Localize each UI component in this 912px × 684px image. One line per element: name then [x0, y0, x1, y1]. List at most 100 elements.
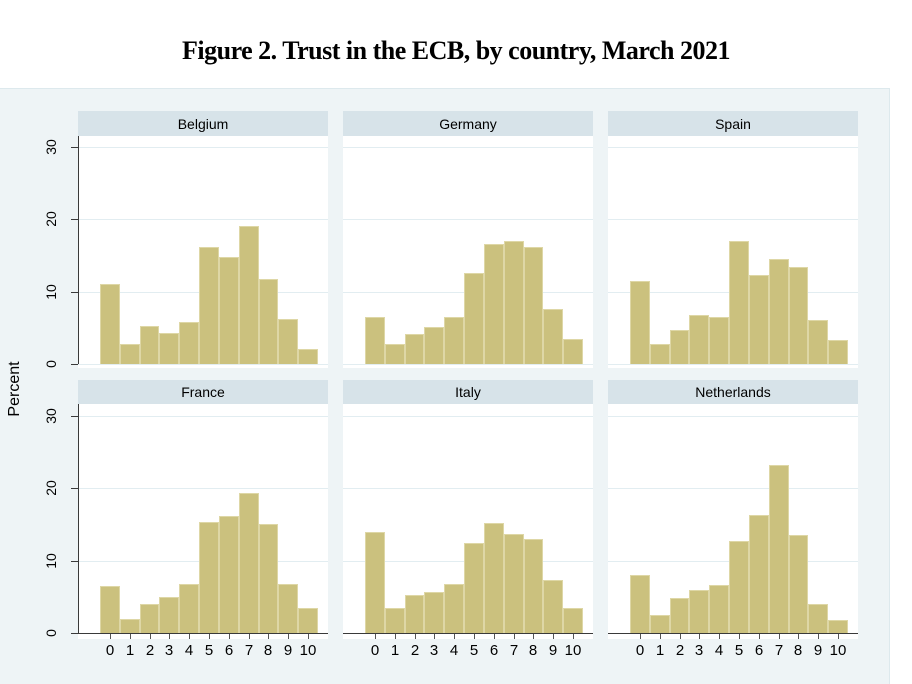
gridline-20: [343, 488, 593, 489]
bar-netherlands-x9: [808, 604, 829, 633]
bar-spain-x8: [788, 267, 809, 364]
x-tick-4: [454, 634, 455, 639]
x-tick-label-4: 4: [449, 642, 459, 659]
panel-header-italy: Italy: [343, 380, 593, 404]
panel-title-france: France: [181, 384, 225, 400]
x-tick-label-1: 1: [125, 642, 135, 659]
panel-header-spain: Spain: [608, 111, 858, 136]
bar-italy-x9: [543, 580, 564, 633]
x-tick-7: [249, 634, 250, 639]
bar-belgium-x3: [159, 333, 180, 364]
bar-netherlands-x6: [748, 515, 769, 633]
panel-plot-belgium: [78, 136, 328, 368]
panel-plot-germany: [343, 136, 593, 368]
x-tick-5: [739, 634, 740, 639]
bar-belgium-x7: [238, 226, 259, 364]
figure-title: Figure 2. Trust in the ECB, by country, …: [182, 36, 731, 65]
bar-netherlands-x1: [649, 615, 670, 633]
x-tick-3: [699, 634, 700, 639]
x-tick-1: [130, 634, 131, 639]
x-tick-3: [434, 634, 435, 639]
histogram-bars-netherlands: [630, 404, 848, 633]
bar-italy-x0: [365, 532, 385, 633]
x-tick-4: [719, 634, 720, 639]
x-tick-9: [818, 634, 819, 639]
bar-italy-x4: [444, 584, 465, 633]
gridline-30: [343, 146, 593, 148]
bar-france-x7: [238, 493, 259, 633]
bar-spain-x2: [669, 330, 690, 364]
y-tick-label-20: 20: [43, 480, 59, 496]
y-axis-title: Percent: [6, 361, 23, 417]
bar-germany-x6: [483, 244, 504, 364]
bar-netherlands-x0: [630, 575, 650, 633]
bar-france-x10: [298, 608, 318, 633]
panel-plot-netherlands: [608, 404, 858, 639]
bar-belgium-x4: [179, 322, 200, 364]
x-tick-label-1: 1: [655, 642, 665, 659]
bar-spain-x5: [729, 241, 749, 364]
panel-header-belgium: Belgium: [78, 111, 328, 136]
x-tick-8: [268, 634, 269, 639]
panel-header-germany: Germany: [343, 111, 593, 136]
y-tick-30: [71, 146, 78, 148]
bar-italy-x10: [563, 608, 583, 633]
bar-germany-x2: [404, 334, 425, 364]
x-tick-6: [494, 634, 495, 639]
x-tick-1: [660, 634, 661, 639]
chart-canvas: Percent Belgium 0 10 20 30 Germany Spain France…: [0, 88, 890, 684]
bar-germany-x8: [523, 247, 544, 364]
y-tick-label-20: 20: [43, 211, 59, 227]
gridline-20: [343, 219, 593, 220]
x-tick-0: [640, 634, 641, 639]
x-tick-label-10: 10: [299, 642, 317, 659]
gridline-20: [78, 219, 328, 220]
x-tick-8: [533, 634, 534, 639]
bar-belgium-x8: [258, 279, 279, 364]
x-tick-label-8: 8: [528, 642, 538, 659]
y-tick-label-0: 0: [43, 360, 59, 368]
x-tick-2: [150, 634, 151, 639]
panel-header-netherlands: Netherlands: [608, 380, 858, 404]
panel-title-belgium: Belgium: [177, 115, 229, 132]
y-tick-label-0: 0: [43, 629, 59, 637]
bar-netherlands-x5: [729, 541, 749, 633]
bar-netherlands-x2: [669, 598, 690, 633]
y-axis-line: [78, 136, 79, 364]
bar-france-x2: [139, 604, 160, 633]
bar-italy-x1: [384, 608, 405, 633]
y-tick-label-10: 10: [43, 283, 59, 300]
gridline-30: [78, 146, 328, 148]
gridline-30: [608, 146, 858, 148]
x-tick-label-0: 0: [370, 642, 380, 659]
bar-spain-x3: [689, 315, 710, 364]
x-tick-label-0: 0: [105, 642, 115, 659]
x-tick-7: [514, 634, 515, 639]
x-tick-6: [759, 634, 760, 639]
x-tick-4: [189, 634, 190, 639]
gridline-20: [78, 488, 328, 489]
x-tick-label-6: 6: [754, 642, 764, 659]
y-tick-20: [71, 488, 78, 489]
bar-germany-x1: [384, 344, 405, 364]
x-tick-3: [169, 634, 170, 639]
bar-france-x8: [258, 524, 279, 633]
x-tick-2: [415, 634, 416, 639]
x-tick-label-2: 2: [410, 642, 420, 659]
x-tick-label-10: 10: [829, 642, 847, 659]
bar-italy-x6: [483, 523, 504, 633]
bar-germany-x10: [563, 339, 583, 364]
bar-netherlands-x3: [689, 590, 710, 633]
x-tick-label-3: 3: [429, 642, 439, 659]
x-tick-label-3: 3: [694, 642, 704, 659]
bar-spain-x9: [808, 320, 829, 364]
bar-italy-x7: [503, 534, 524, 633]
x-tick-label-1: 1: [390, 642, 400, 659]
x-tick-label-7: 7: [509, 642, 519, 659]
bar-spain-x10: [828, 340, 848, 364]
x-axis-line: [343, 633, 593, 634]
x-tick-10: [573, 634, 574, 639]
bar-netherlands-x10: [828, 620, 848, 633]
x-tick-10: [838, 634, 839, 639]
bar-germany-x0: [365, 317, 385, 364]
